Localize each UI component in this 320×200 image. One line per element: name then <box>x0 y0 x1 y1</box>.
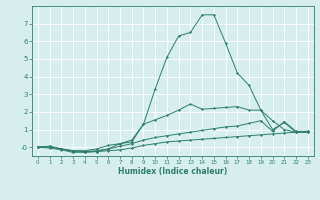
X-axis label: Humidex (Indice chaleur): Humidex (Indice chaleur) <box>118 167 228 176</box>
